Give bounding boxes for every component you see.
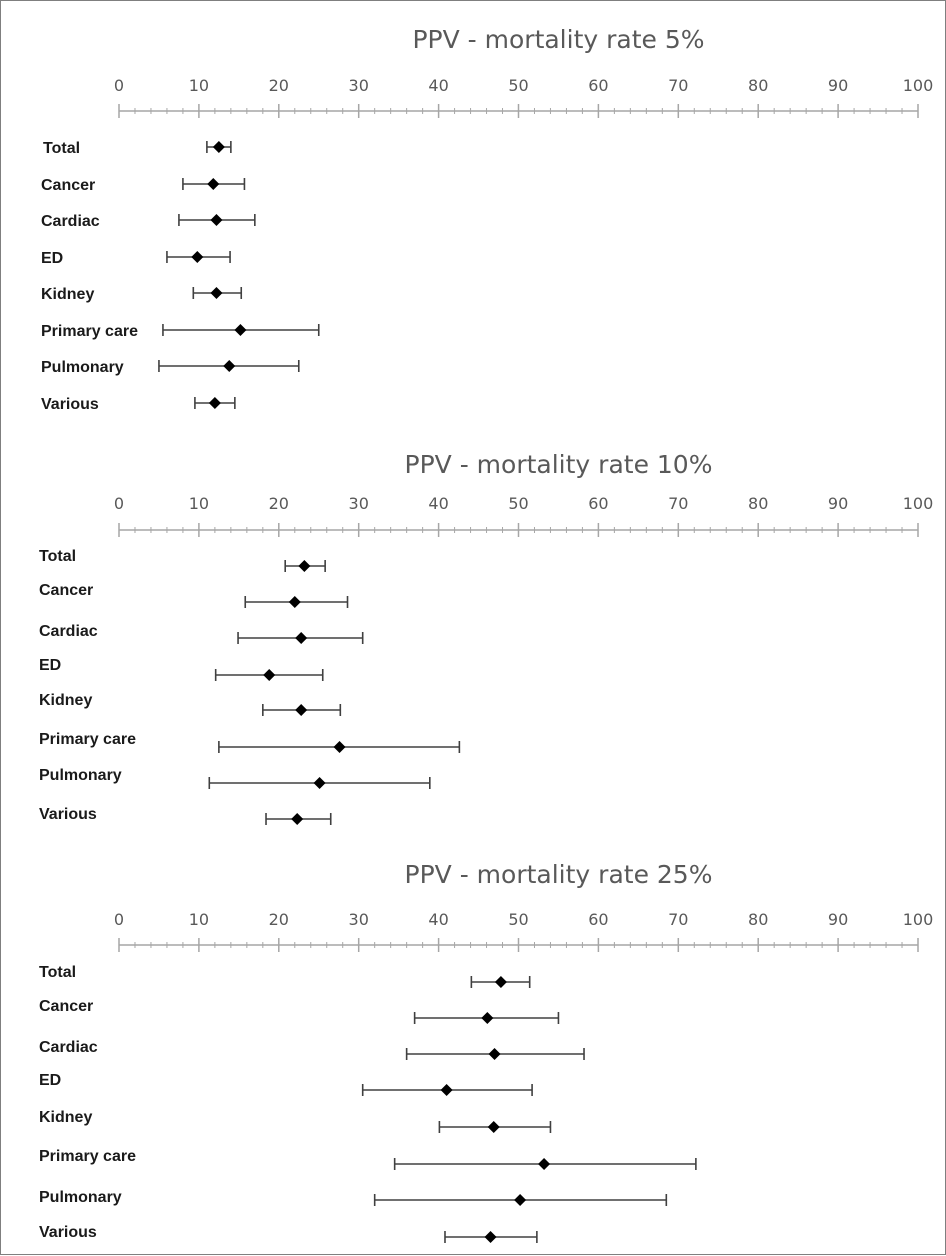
data-point-marker xyxy=(538,1158,551,1170)
category-label: Primary care xyxy=(39,731,136,748)
x-tick-label: 20 xyxy=(269,494,289,513)
category-label: Cardiac xyxy=(39,623,98,640)
data-point-marker xyxy=(223,360,236,372)
category-label: Cancer xyxy=(39,582,93,599)
x-tick-label: 60 xyxy=(588,494,608,513)
data-point-marker xyxy=(208,397,221,409)
x-tick-label: 70 xyxy=(668,76,688,95)
x-tick-label: 40 xyxy=(428,76,448,95)
data-point-marker xyxy=(210,214,223,226)
data-point-marker xyxy=(295,704,308,716)
x-tick-label: 60 xyxy=(588,76,608,95)
category-label: Cancer xyxy=(41,177,95,194)
data-point-marker xyxy=(234,324,247,336)
data-point-marker xyxy=(514,1194,527,1206)
category-label: Kidney xyxy=(41,286,94,303)
x-tick-label: 20 xyxy=(269,76,289,95)
x-tick-label: 50 xyxy=(508,76,528,95)
x-tick-label: 10 xyxy=(189,494,209,513)
chart-panel-2: PPV - mortality rate 10% 0 10 20 30 40 50 60 70 8… xyxy=(39,450,933,825)
category-label: Pulmonary xyxy=(39,1189,122,1206)
data-point-marker xyxy=(333,741,346,753)
category-label: Various xyxy=(39,806,97,823)
category-label: Cancer xyxy=(39,998,93,1015)
category-label: Pulmonary xyxy=(41,359,124,376)
category-label: Cardiac xyxy=(39,1039,98,1056)
x-tick-label: 0 xyxy=(114,76,124,95)
x-tick-label: 90 xyxy=(828,494,848,513)
category-label: Total xyxy=(43,140,80,157)
x-tick-label: 10 xyxy=(189,76,209,95)
category-label: ED xyxy=(39,1072,61,1089)
data-point-marker xyxy=(291,813,304,825)
x-tick-label: 80 xyxy=(748,910,768,929)
category-label: ED xyxy=(39,657,61,674)
x-tick-label: 30 xyxy=(349,910,369,929)
data-point-marker xyxy=(440,1084,453,1096)
data-point-marker xyxy=(488,1048,501,1060)
chart-panel-1: PPV - mortality rate 5% 0 10 20 30 40 50 60 70 80… xyxy=(41,25,933,413)
category-label: Pulmonary xyxy=(39,767,122,784)
data-point-marker xyxy=(263,669,276,681)
x-tick-label: 80 xyxy=(748,494,768,513)
x-tick-label: 40 xyxy=(428,910,448,929)
category-label: Total xyxy=(39,548,76,565)
x-tick-label: 70 xyxy=(668,494,688,513)
x-tick-label: 10 xyxy=(189,910,209,929)
data-point-marker xyxy=(207,178,220,190)
x-tick-label: 90 xyxy=(828,910,848,929)
chart-title: PPV - mortality rate 10% xyxy=(405,450,713,479)
data-point-marker xyxy=(212,141,225,153)
data-point-marker xyxy=(210,287,223,299)
chart-title: PPV - mortality rate 25% xyxy=(405,860,713,889)
category-label: Primary care xyxy=(41,323,138,340)
data-point-marker xyxy=(313,777,326,789)
x-tick-label: 100 xyxy=(903,494,934,513)
chart-title: PPV - mortality rate 5% xyxy=(412,25,704,54)
x-tick-label: 30 xyxy=(349,494,369,513)
category-label: Primary care xyxy=(39,1148,136,1165)
x-tick-label: 0 xyxy=(114,494,124,513)
chart-panel-3: PPV - mortality rate 25% 0 10 20 30 40 50 60 70 8… xyxy=(39,860,933,1243)
x-tick-label: 50 xyxy=(508,494,528,513)
x-tick-label: 100 xyxy=(903,76,934,95)
x-tick-label: 40 xyxy=(428,494,448,513)
x-tick-label: 90 xyxy=(828,76,848,95)
x-tick-label: 80 xyxy=(748,76,768,95)
data-point-marker xyxy=(494,976,507,988)
category-label: Various xyxy=(39,1224,97,1241)
category-label: Various xyxy=(41,396,99,413)
data-point-marker xyxy=(481,1012,494,1024)
data-point-marker xyxy=(295,632,308,644)
x-tick-label: 50 xyxy=(508,910,528,929)
data-point-marker xyxy=(484,1231,497,1243)
category-label: Kidney xyxy=(39,1109,92,1126)
x-tick-label: 70 xyxy=(668,910,688,929)
category-label: Total xyxy=(39,964,76,981)
x-tick-label: 100 xyxy=(903,910,934,929)
category-label: Cardiac xyxy=(41,213,100,230)
category-label: ED xyxy=(41,250,63,267)
data-point-marker xyxy=(191,251,204,263)
x-tick-label: 0 xyxy=(114,910,124,929)
category-label: Kidney xyxy=(39,692,92,709)
data-point-marker xyxy=(298,560,311,572)
x-tick-label: 60 xyxy=(588,910,608,929)
x-tick-label: 30 xyxy=(349,76,369,95)
x-tick-label: 20 xyxy=(269,910,289,929)
data-point-marker xyxy=(487,1121,500,1133)
data-point-marker xyxy=(288,596,301,608)
